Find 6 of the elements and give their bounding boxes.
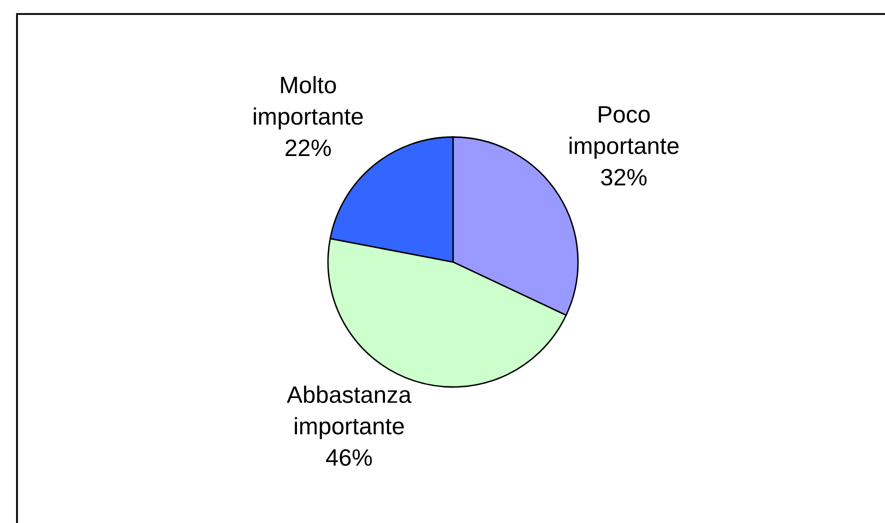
slice-label: Poco importante — [570, 106, 679, 159]
slice-label: Molto importante — [254, 76, 363, 130]
data-label: 22% — [286, 140, 331, 156]
slice-label: Abbastanza importante — [286, 386, 412, 440]
data-label: 46% — [326, 449, 372, 466]
data-label: 32% — [601, 168, 647, 186]
